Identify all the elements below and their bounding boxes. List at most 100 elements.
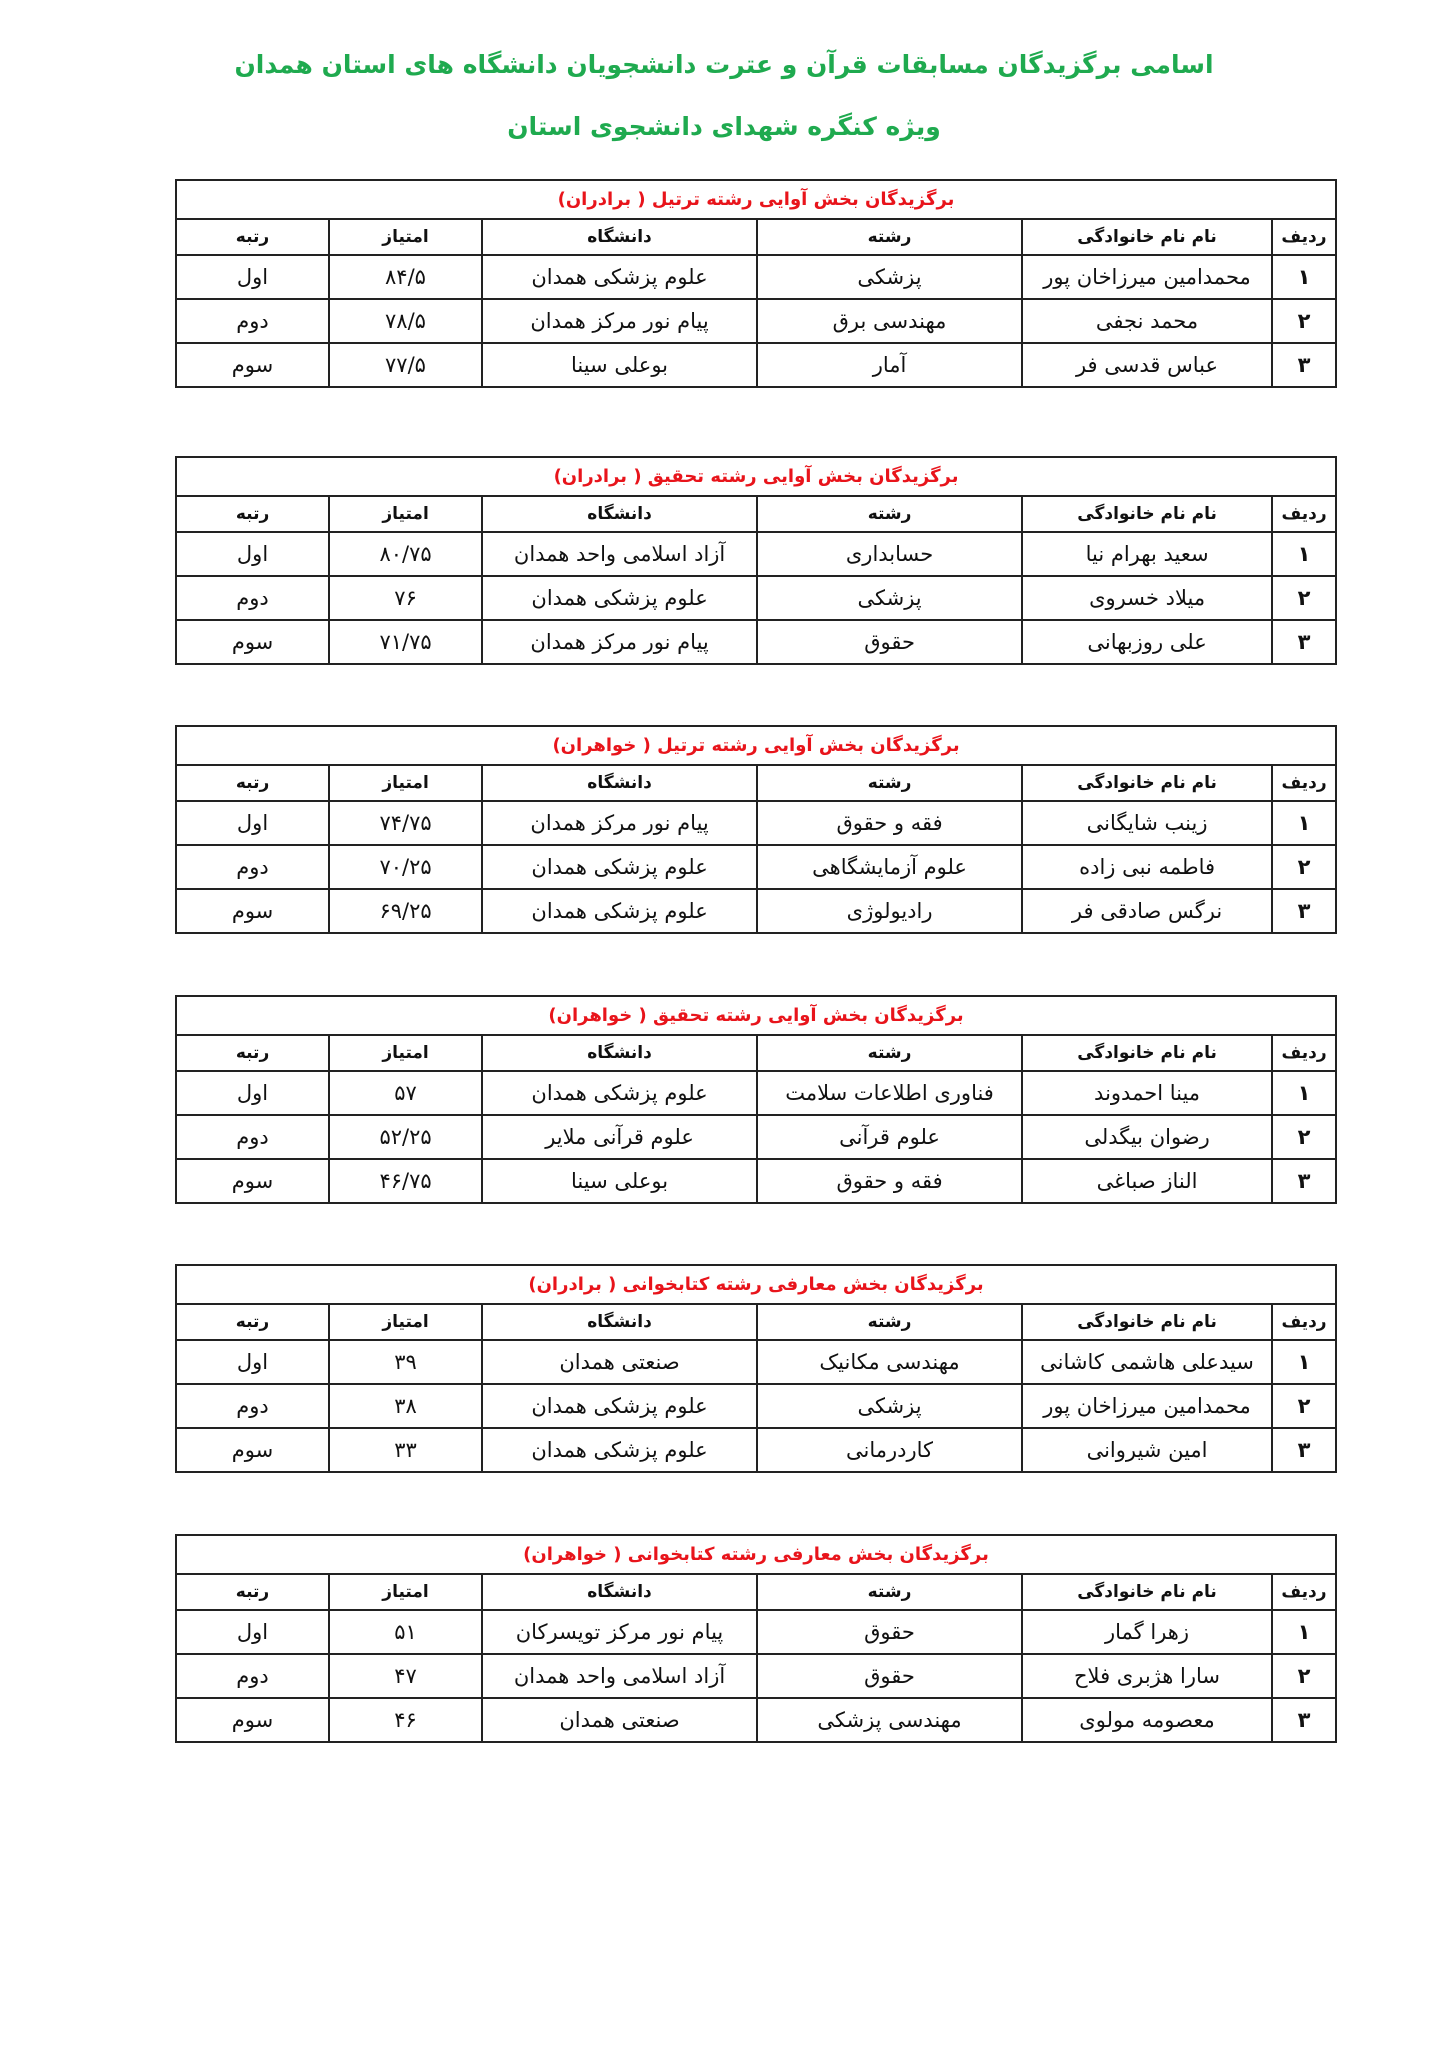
- page-title: اسامی برگزیدگان مسابقات قرآن و عترت دانش…: [234, 50, 1214, 79]
- cell-rank: سوم: [174, 1158, 331, 1204]
- cell-university: پیام نور مرکز تویسرکان: [481, 1609, 758, 1655]
- cell-row-number: ۳: [1271, 342, 1337, 388]
- cell-row-number: ۲: [1271, 1383, 1338, 1429]
- column-header-field: رشته: [756, 1573, 1023, 1611]
- cell-rank: اول: [174, 1070, 331, 1116]
- table-header-row: ردیف نام نام خانوادگی رشته دانشگاه امتیاز رتب…: [174, 1034, 1338, 1072]
- column-header-rank: رتبه: [174, 764, 331, 802]
- cell-row-number: ۳: [1271, 1158, 1338, 1204]
- cell-university: علوم پزشکی همدان: [481, 1070, 759, 1116]
- column-header-full-name: نام نام خانوادگی: [1021, 1573, 1273, 1611]
- table-row: ۳ الناز صباغی فقه و حقوق بوعلی سینا ۴۶/۷۵ سوم: [174, 1158, 1338, 1204]
- table-row: ۲ سارا هژبری فلاح حقوق آزاد اسلامی واحد همد…: [175, 1653, 1337, 1699]
- cell-full-name: میلاد خسروی: [1021, 575, 1274, 621]
- cell-university: علوم پزشکی همدان: [481, 254, 758, 300]
- cell-university: بوعلی سینا: [481, 1158, 759, 1204]
- cell-rank: دوم: [174, 1114, 331, 1160]
- cell-full-name: علی روزبهانی: [1021, 619, 1274, 665]
- table-row: ۲ رضوان بیگدلی علوم قرآنی علوم قرآنی ملایر ۵…: [174, 1114, 1338, 1160]
- cell-full-name: سیدعلی هاشمی کاشانی: [1021, 1339, 1274, 1385]
- cell-score: ۵۱: [328, 1609, 483, 1655]
- cell-row-number: ۳: [1271, 619, 1338, 665]
- column-header-score: امتیاز: [328, 218, 483, 256]
- cell-university: آزاد اسلامی واحد همدان: [481, 1653, 758, 1699]
- cell-score: ۸۴/۵: [328, 254, 483, 300]
- cell-field: فقه و حقوق: [756, 1158, 1024, 1204]
- cell-field: علوم آزمایشگاهی: [756, 844, 1024, 890]
- cell-full-name: زینب شایگانی: [1021, 800, 1274, 846]
- column-header-rank: رتبه: [174, 1303, 331, 1341]
- cell-row-number: ۱: [1271, 1609, 1337, 1655]
- column-header-full-name: نام نام خانوادگی: [1021, 764, 1274, 802]
- cell-rank: سوم: [175, 342, 330, 388]
- column-header-rank: رتبه: [175, 1573, 330, 1611]
- cell-field: حقوق: [756, 1653, 1023, 1699]
- cell-field: علوم قرآنی: [756, 1114, 1024, 1160]
- cell-university: علوم پزشکی همدان: [481, 1427, 759, 1473]
- table-row: ۲ میلاد خسروی پزشکی علوم پزشکی همدان ۷۶ دوم: [174, 575, 1338, 621]
- column-header-row-number: ردیف: [1271, 1034, 1338, 1072]
- cell-full-name: فاطمه نبی زاده: [1021, 844, 1274, 890]
- column-header-field: رشته: [756, 1303, 1024, 1341]
- winners-table: برگزیدگان بخش معارفی رشته کتابخوانی ( خو…: [175, 1534, 1337, 1743]
- cell-row-number: ۳: [1271, 1697, 1337, 1743]
- table-caption: برگزیدگان بخش آوایی رشته تحقیق ( خواهران…: [174, 995, 1338, 1036]
- cell-score: ۷۷/۵: [328, 342, 483, 388]
- cell-rank: سوم: [174, 888, 331, 934]
- cell-score: ۷۸/۵: [328, 298, 483, 344]
- cell-full-name: الناز صباغی: [1021, 1158, 1274, 1204]
- cell-row-number: ۳: [1271, 1427, 1338, 1473]
- column-header-score: امتیاز: [328, 764, 484, 802]
- cell-score: ۸۰/۷۵: [328, 531, 484, 577]
- cell-score: ۷۰/۲۵: [328, 844, 484, 890]
- cell-full-name: عباس قدسی فر: [1021, 342, 1273, 388]
- cell-row-number: ۱: [1271, 800, 1338, 846]
- column-header-field: رشته: [756, 764, 1024, 802]
- column-header-full-name: نام نام خانوادگی: [1021, 495, 1274, 533]
- table-row: ۱ سعید بهرام نیا حسابداری آزاد اسلامی واحد …: [174, 531, 1338, 577]
- winners-table: برگزیدگان بخش آوایی رشته ترتیل ( خواهران…: [174, 725, 1338, 934]
- cell-field: مهندسی پزشکی: [756, 1697, 1023, 1743]
- table-row: ۳ علی روزبهانی حقوق پیام نور مرکز همدان ۷۱/۷…: [174, 619, 1338, 665]
- table-header-row: ردیف نام نام خانوادگی رشته دانشگاه امتیاز رتب…: [175, 1573, 1337, 1611]
- cell-full-name: رضوان بیگدلی: [1021, 1114, 1274, 1160]
- column-header-row-number: ردیف: [1271, 495, 1338, 533]
- column-header-university: دانشگاه: [481, 764, 759, 802]
- table-row: ۱ محمدامین میرزاخان پور پزشکی علوم پزشکی هم…: [175, 254, 1337, 300]
- table-header-row: ردیف نام نام خانوادگی رشته دانشگاه امتیاز رتب…: [174, 495, 1338, 533]
- column-header-full-name: نام نام خانوادگی: [1021, 1303, 1274, 1341]
- cell-row-number: ۲: [1271, 844, 1338, 890]
- column-header-full-name: نام نام خانوادگی: [1021, 218, 1273, 256]
- column-header-university: دانشگاه: [481, 1303, 759, 1341]
- column-header-row-number: ردیف: [1271, 764, 1338, 802]
- table-row: ۲ محمد نجفی مهندسی برق پیام نور مرکز همدان ۷…: [175, 298, 1337, 344]
- cell-university: پیام نور مرکز همدان: [481, 619, 759, 665]
- cell-rank: سوم: [174, 1427, 331, 1473]
- column-header-university: دانشگاه: [481, 1573, 758, 1611]
- cell-rank: دوم: [175, 298, 330, 344]
- cell-rank: اول: [175, 1609, 330, 1655]
- cell-score: ۴۷: [328, 1653, 483, 1699]
- cell-field: پزشکی: [756, 575, 1024, 621]
- column-header-score: امتیاز: [328, 1573, 483, 1611]
- column-header-rank: رتبه: [174, 1034, 331, 1072]
- table-row: ۲ محمدامین میرزاخان پور پزشکی علوم پزشکی هم…: [174, 1383, 1338, 1429]
- cell-full-name: سعید بهرام نیا: [1021, 531, 1274, 577]
- cell-score: ۷۴/۷۵: [328, 800, 484, 846]
- cell-row-number: ۱: [1271, 531, 1338, 577]
- cell-score: ۵۷: [328, 1070, 484, 1116]
- cell-university: پیام نور مرکز همدان: [481, 298, 758, 344]
- cell-university: علوم پزشکی همدان: [481, 575, 759, 621]
- cell-score: ۵۲/۲۵: [328, 1114, 484, 1160]
- cell-score: ۷۱/۷۵: [328, 619, 484, 665]
- cell-field: مهندسی مکانیک: [756, 1339, 1024, 1385]
- table-caption: برگزیدگان بخش آوایی رشته ترتیل ( خواهران…: [174, 725, 1338, 766]
- cell-score: ۴۶/۷۵: [328, 1158, 484, 1204]
- column-header-university: دانشگاه: [481, 495, 759, 533]
- column-header-field: رشته: [756, 1034, 1024, 1072]
- table-row: ۳ معصومه مولوی مهندسی پزشکی صنعتی همدان ۴۶ سو…: [175, 1697, 1337, 1743]
- table-row: ۳ عباس قدسی فر آمار بوعلی سینا ۷۷/۵ سوم: [175, 342, 1337, 388]
- cell-university: پیام نور مرکز همدان: [481, 800, 759, 846]
- column-header-score: امتیاز: [328, 1034, 484, 1072]
- cell-score: ۷۶: [328, 575, 484, 621]
